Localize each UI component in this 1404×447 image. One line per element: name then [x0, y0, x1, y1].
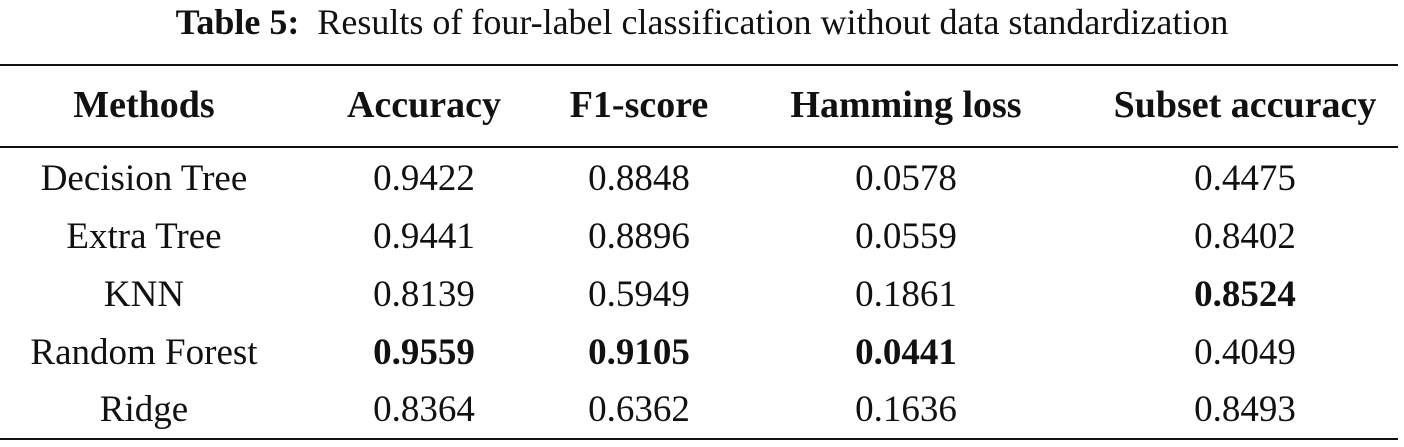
table-cell-method: Ridge — [99, 389, 189, 430]
caption-text: Results of four-label classification wit… — [317, 2, 1229, 42]
header-f1-score: F1-score — [569, 84, 709, 126]
table-cell-subset-accuracy: 0.8402 — [1194, 216, 1296, 257]
table-cell-f1-score: 0.8848 — [588, 158, 690, 199]
table-cell-accuracy: 0.9441 — [373, 216, 475, 257]
table-cell-accuracy: 0.8364 — [373, 389, 475, 430]
table-cell-method: Decision Tree — [40, 158, 248, 199]
table-row: Random Forest 0.9559 0.9105 0.0441 0.404… — [0, 324, 1404, 382]
table-row: Ridge 0.8364 0.6362 0.1636 0.8493 — [0, 381, 1404, 439]
table-cell-accuracy: 0.9422 — [373, 158, 475, 199]
table-cell-subset-accuracy: 0.8493 — [1194, 389, 1296, 430]
table-cell-method: KNN — [103, 274, 185, 315]
header-accuracy: Accuracy — [346, 84, 502, 126]
table-cell-accuracy: 0.9559 — [373, 332, 475, 373]
table-cell-hamming-loss: 0.0578 — [855, 158, 957, 199]
table-cell-f1-score: 0.6362 — [588, 389, 690, 430]
table-cell-method: Random Forest — [30, 332, 258, 373]
table-row: KNN 0.8139 0.5949 0.1861 0.8524 — [0, 266, 1404, 324]
table-cell-hamming-loss: 0.0441 — [855, 332, 957, 373]
table-cell-method: Extra Tree — [66, 216, 222, 257]
table-cell-hamming-loss: 0.1636 — [855, 389, 957, 430]
header-hamming-loss: Hamming loss — [790, 84, 1022, 126]
table-cell-hamming-loss: 0.0559 — [855, 216, 957, 257]
table-top-rule — [0, 64, 1398, 66]
table-cell-subset-accuracy: 0.4475 — [1194, 158, 1296, 199]
table-bottom-rule — [0, 438, 1398, 440]
table-cell-hamming-loss: 0.1861 — [855, 274, 957, 315]
caption-label: Table 5: — [175, 2, 300, 42]
header-methods: Methods — [73, 84, 215, 126]
table-row: Decision Tree 0.9422 0.8848 0.0578 0.447… — [0, 150, 1404, 208]
table-cell-subset-accuracy: 0.4049 — [1194, 332, 1296, 373]
table-cell-f1-score: 0.9105 — [588, 332, 690, 373]
table-cell-subset-accuracy: 0.8524 — [1194, 274, 1296, 315]
table-header-rule — [0, 146, 1398, 148]
table-cell-accuracy: 0.8139 — [373, 274, 475, 315]
table-cell-f1-score: 0.8896 — [588, 216, 690, 257]
table-caption: Table 5: Results of four-label classific… — [0, 2, 1404, 42]
table-cell-f1-score: 0.5949 — [588, 274, 690, 315]
header-subset-accuracy: Subset accuracy — [1113, 84, 1377, 126]
table-row: Extra Tree 0.9441 0.8896 0.0559 0.8402 — [0, 208, 1404, 266]
